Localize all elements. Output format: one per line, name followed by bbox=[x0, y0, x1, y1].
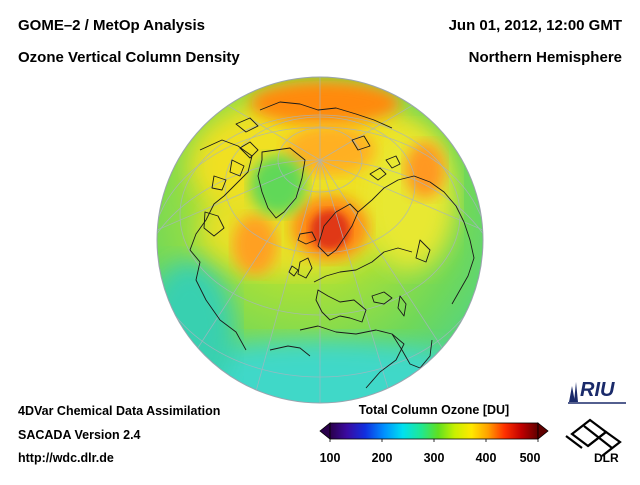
footer-version: SACADA Version 2.4 bbox=[18, 428, 141, 442]
dlr-logo: DLR bbox=[562, 414, 632, 465]
colorbar-title: Total Column Ozone [DU] bbox=[358, 403, 510, 417]
colorbar-tick-500: 500 bbox=[519, 451, 541, 465]
colorbar-tick-400: 400 bbox=[475, 451, 497, 465]
title-quantity: Ozone Vertical Column Density bbox=[18, 49, 240, 66]
footer-url[interactable]: http://wdc.dlr.de bbox=[18, 451, 114, 465]
colorbar-high-triangle bbox=[537, 422, 549, 440]
colorbar-svg bbox=[319, 422, 549, 442]
dlr-logo-svg: DLR bbox=[565, 418, 622, 465]
title-region: Northern Hemisphere bbox=[468, 49, 622, 66]
colorbar bbox=[318, 420, 550, 442]
colorbar-gradient bbox=[329, 422, 539, 440]
colorbar-tick-200: 200 bbox=[371, 451, 393, 465]
colorbar-tick-100: 100 bbox=[319, 451, 341, 465]
riu-logo-text: RIU bbox=[580, 379, 615, 401]
title-instrument: GOME–2 / MetOp Analysis bbox=[18, 17, 205, 34]
colorbar-low-triangle bbox=[319, 422, 331, 440]
colorbar-tick-300: 300 bbox=[423, 451, 445, 465]
ozone-field bbox=[157, 77, 483, 403]
title-datetime: Jun 01, 2012, 12:00 GMT bbox=[448, 17, 622, 34]
riu-logo: RIU bbox=[566, 372, 628, 406]
riu-logo-svg: RIU bbox=[568, 379, 626, 404]
dlr-logo-text: DLR bbox=[594, 451, 619, 464]
globe-outline bbox=[156, 76, 484, 404]
footer-method: 4DVar Chemical Data Assimilation bbox=[18, 404, 221, 418]
